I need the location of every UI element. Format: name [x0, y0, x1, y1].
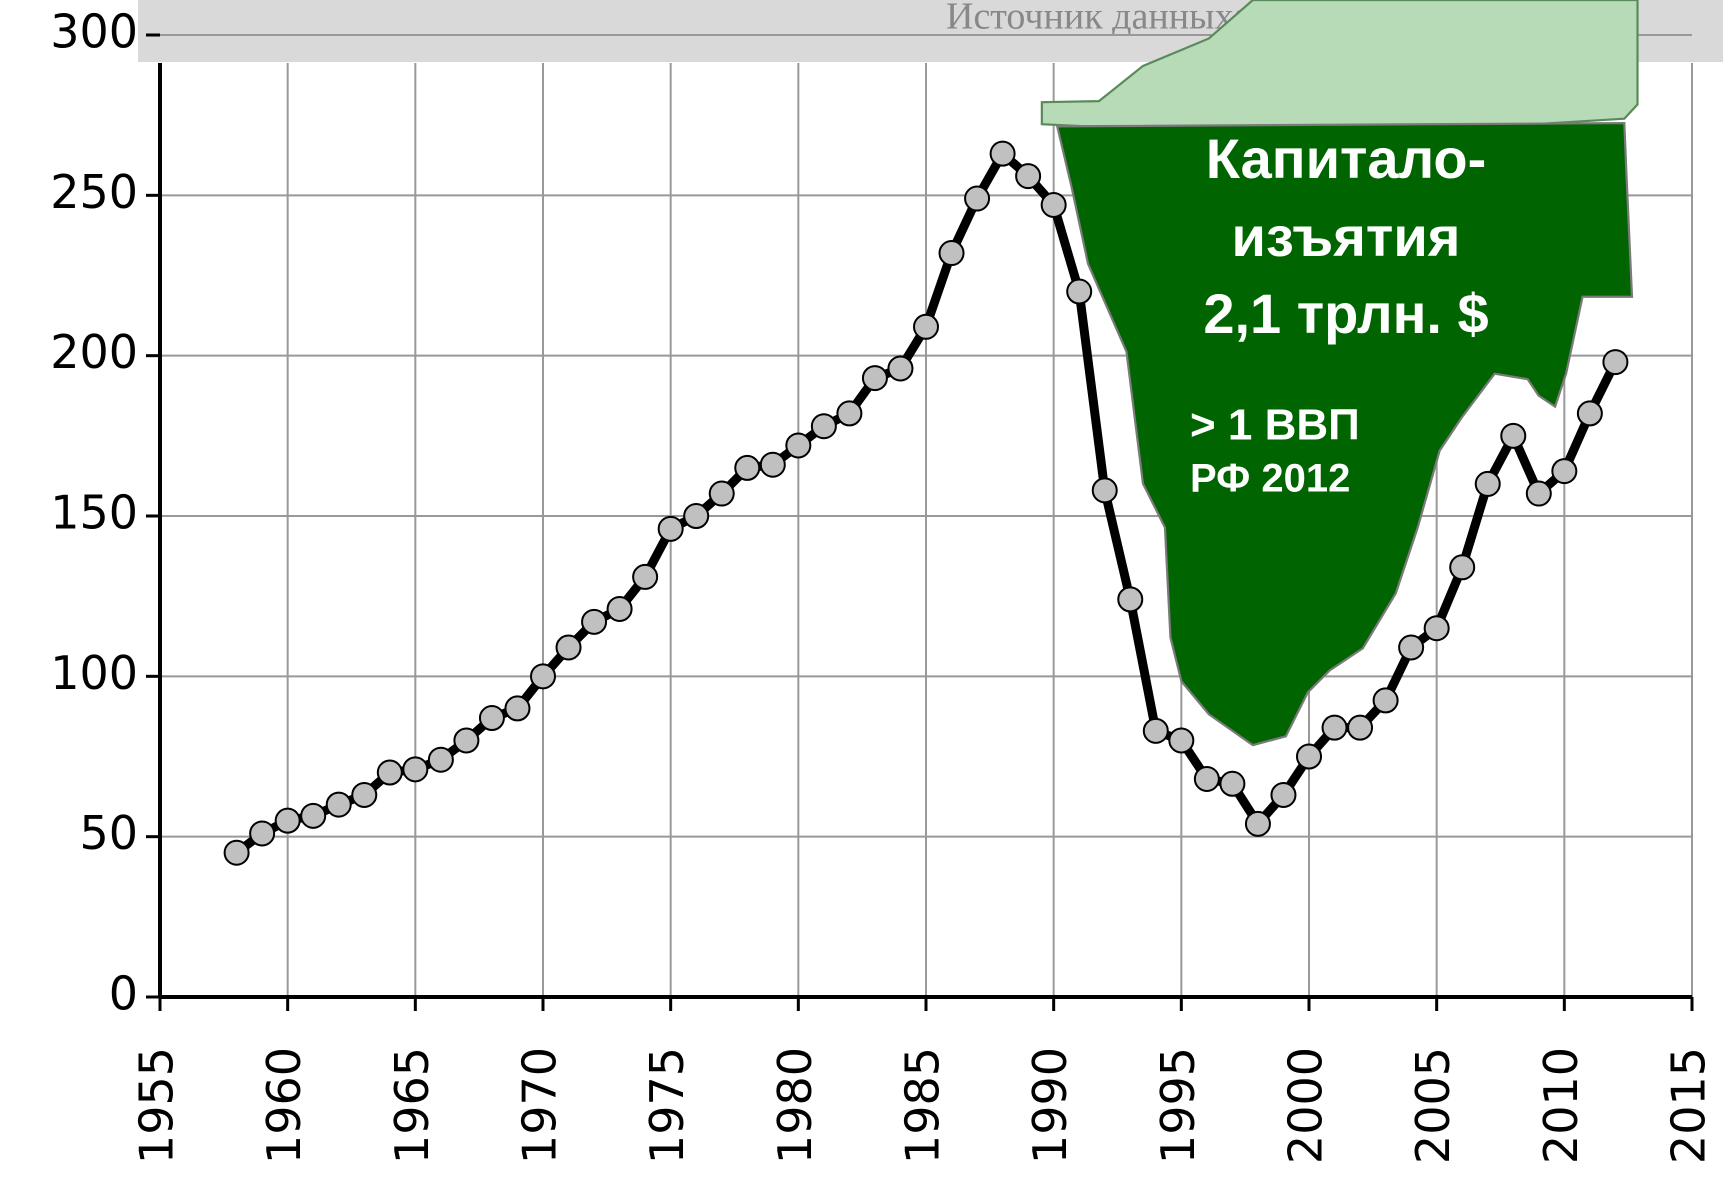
marker [223, 839, 250, 866]
iceberg-body [1055, 121, 1634, 747]
x-tick-label: 1955 [130, 1047, 184, 1164]
marker [1372, 687, 1399, 714]
marker [1321, 714, 1348, 741]
marker [427, 746, 454, 773]
iceberg [1040, 0, 1639, 747]
x-tick-label: 1995 [1151, 1047, 1205, 1164]
x-tick-label: 2010 [1534, 1047, 1588, 1164]
y-tick-label: 150 [50, 486, 138, 540]
marker [1551, 458, 1578, 485]
marker [1347, 714, 1374, 741]
x-tick-label: 1980 [768, 1047, 822, 1164]
y-tick-label: 200 [50, 325, 138, 379]
marker [351, 781, 378, 808]
marker [504, 695, 531, 722]
marker [810, 413, 837, 440]
marker [606, 595, 633, 622]
marker [530, 663, 556, 690]
marker [1219, 770, 1246, 797]
marker [887, 355, 914, 382]
marker [1296, 743, 1322, 770]
marker [1142, 717, 1169, 744]
marker [1449, 554, 1476, 581]
annotation: РФ 2012 [1190, 457, 1350, 501]
x-tick-label: 1960 [257, 1047, 311, 1164]
x-tick-label: 1990 [1023, 1047, 1077, 1164]
marker [274, 807, 301, 834]
marker [1091, 477, 1118, 504]
marker [453, 727, 480, 754]
marker [683, 503, 710, 529]
marker [1525, 480, 1552, 507]
marker [785, 432, 812, 459]
x-tick-label: 1965 [385, 1047, 439, 1164]
marker [1168, 727, 1195, 754]
y-tick-label: 100 [50, 646, 138, 700]
marker [964, 185, 991, 212]
marker [861, 365, 888, 392]
marker [708, 480, 735, 507]
x-tick-label: 2000 [1279, 1047, 1333, 1164]
x-tick-label: 1975 [640, 1047, 694, 1164]
marker [1193, 765, 1220, 792]
marker [1244, 810, 1271, 837]
marker [1576, 400, 1603, 427]
x-tick-label: 1970 [513, 1047, 567, 1164]
marker [581, 608, 608, 635]
x-tick-label: 2005 [1406, 1047, 1460, 1164]
annotation: изъятия [1232, 205, 1461, 268]
x-tick-label: 1985 [896, 1047, 950, 1164]
marker [555, 634, 582, 661]
marker [632, 563, 659, 590]
marker [402, 756, 429, 783]
y-tick-label: 50 [79, 806, 138, 860]
marker [325, 791, 352, 818]
marker [759, 451, 786, 478]
marker [376, 759, 403, 786]
y-tick-label: 300 [50, 5, 138, 59]
marker [1117, 586, 1144, 613]
marker [1500, 422, 1527, 449]
x-tick-label: 2015 [1662, 1047, 1716, 1164]
marker [1015, 163, 1042, 190]
marker [1474, 470, 1501, 497]
marker [989, 140, 1016, 167]
annotation: > 1 ВВП [1190, 401, 1360, 450]
annotation: 2,1 трлн. $ [1203, 282, 1488, 345]
marker [478, 705, 505, 732]
marker [938, 240, 965, 267]
marker [913, 313, 939, 340]
plot: 0 50 100 150 200 250 300 1955 1960 1965 1970 1975 19… [50, 5, 1715, 1165]
marker [734, 454, 761, 481]
marker [249, 820, 276, 847]
marker [657, 515, 684, 542]
marker [1066, 278, 1093, 305]
marker [1602, 349, 1629, 376]
annotation: Капитало- [1206, 127, 1487, 190]
marker [300, 802, 327, 829]
y-tick-label: 250 [50, 165, 138, 219]
marker [1423, 615, 1450, 642]
marker [1270, 781, 1297, 808]
y-tick-label: 0 [109, 967, 138, 1021]
marker [836, 400, 863, 427]
marker [1040, 191, 1067, 218]
marker [1398, 634, 1425, 661]
